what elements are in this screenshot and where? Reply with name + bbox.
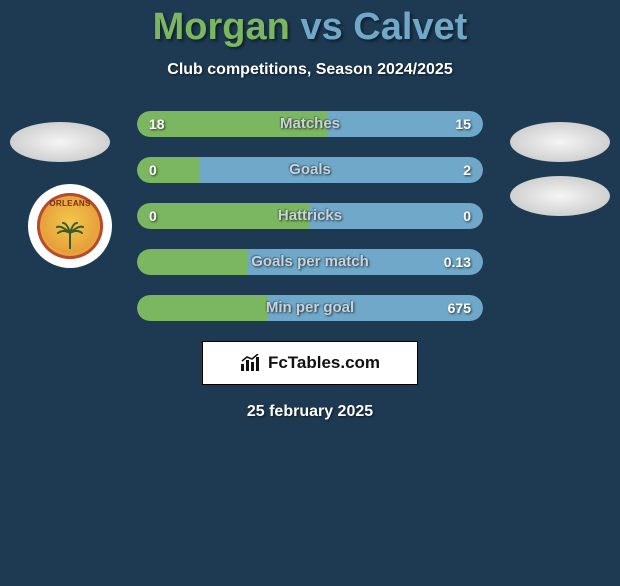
stat-value-left: 0 <box>149 157 157 183</box>
stat-value-right: 2 <box>463 157 471 183</box>
player2-avatar-placeholder-1 <box>510 122 610 162</box>
stat-row: Matches18 15 <box>137 111 483 137</box>
stat-row: Min per goal675 <box>137 295 483 321</box>
stat-value-right: 675 <box>448 295 471 321</box>
stat-value-left: 0 <box>149 203 157 229</box>
subtitle: Club competitions, Season 2024/2025 <box>0 61 620 79</box>
player2-avatar-placeholder-2 <box>510 176 610 216</box>
stat-value-right: 0.13 <box>444 249 471 275</box>
comparison-title: Morgan vs Calvet <box>0 6 620 49</box>
player1-name: Morgan <box>153 6 290 48</box>
date-text: 25 february 2025 <box>0 403 620 421</box>
brand-chart-icon <box>240 354 262 372</box>
player1-avatar-placeholder <box>10 122 110 162</box>
stat-value-right: 0 <box>463 203 471 229</box>
stat-value-right: 15 <box>455 111 471 137</box>
stat-row: Hattricks0 0 <box>137 203 483 229</box>
stat-row: Goals0 2 <box>137 157 483 183</box>
player1-club-badge <box>28 184 112 268</box>
stat-row: Goals per match0.13 <box>137 249 483 275</box>
orleans-badge-icon <box>37 193 103 259</box>
stat-label: Min per goal <box>137 295 483 321</box>
stat-label: Goals per match <box>137 249 483 275</box>
brand-box: FcTables.com <box>202 341 418 385</box>
stat-label: Goals <box>137 157 483 183</box>
stat-label: Matches <box>137 111 483 137</box>
stat-bars: Matches1815Goals02Hattricks00Goals per m… <box>137 111 483 321</box>
palm-icon <box>55 221 85 249</box>
stat-value-left: 18 <box>149 111 165 137</box>
stat-label: Hattricks <box>137 203 483 229</box>
player2-name: Calvet <box>353 6 467 48</box>
brand-text: FcTables.com <box>268 353 380 373</box>
vs-text: vs <box>300 6 342 48</box>
